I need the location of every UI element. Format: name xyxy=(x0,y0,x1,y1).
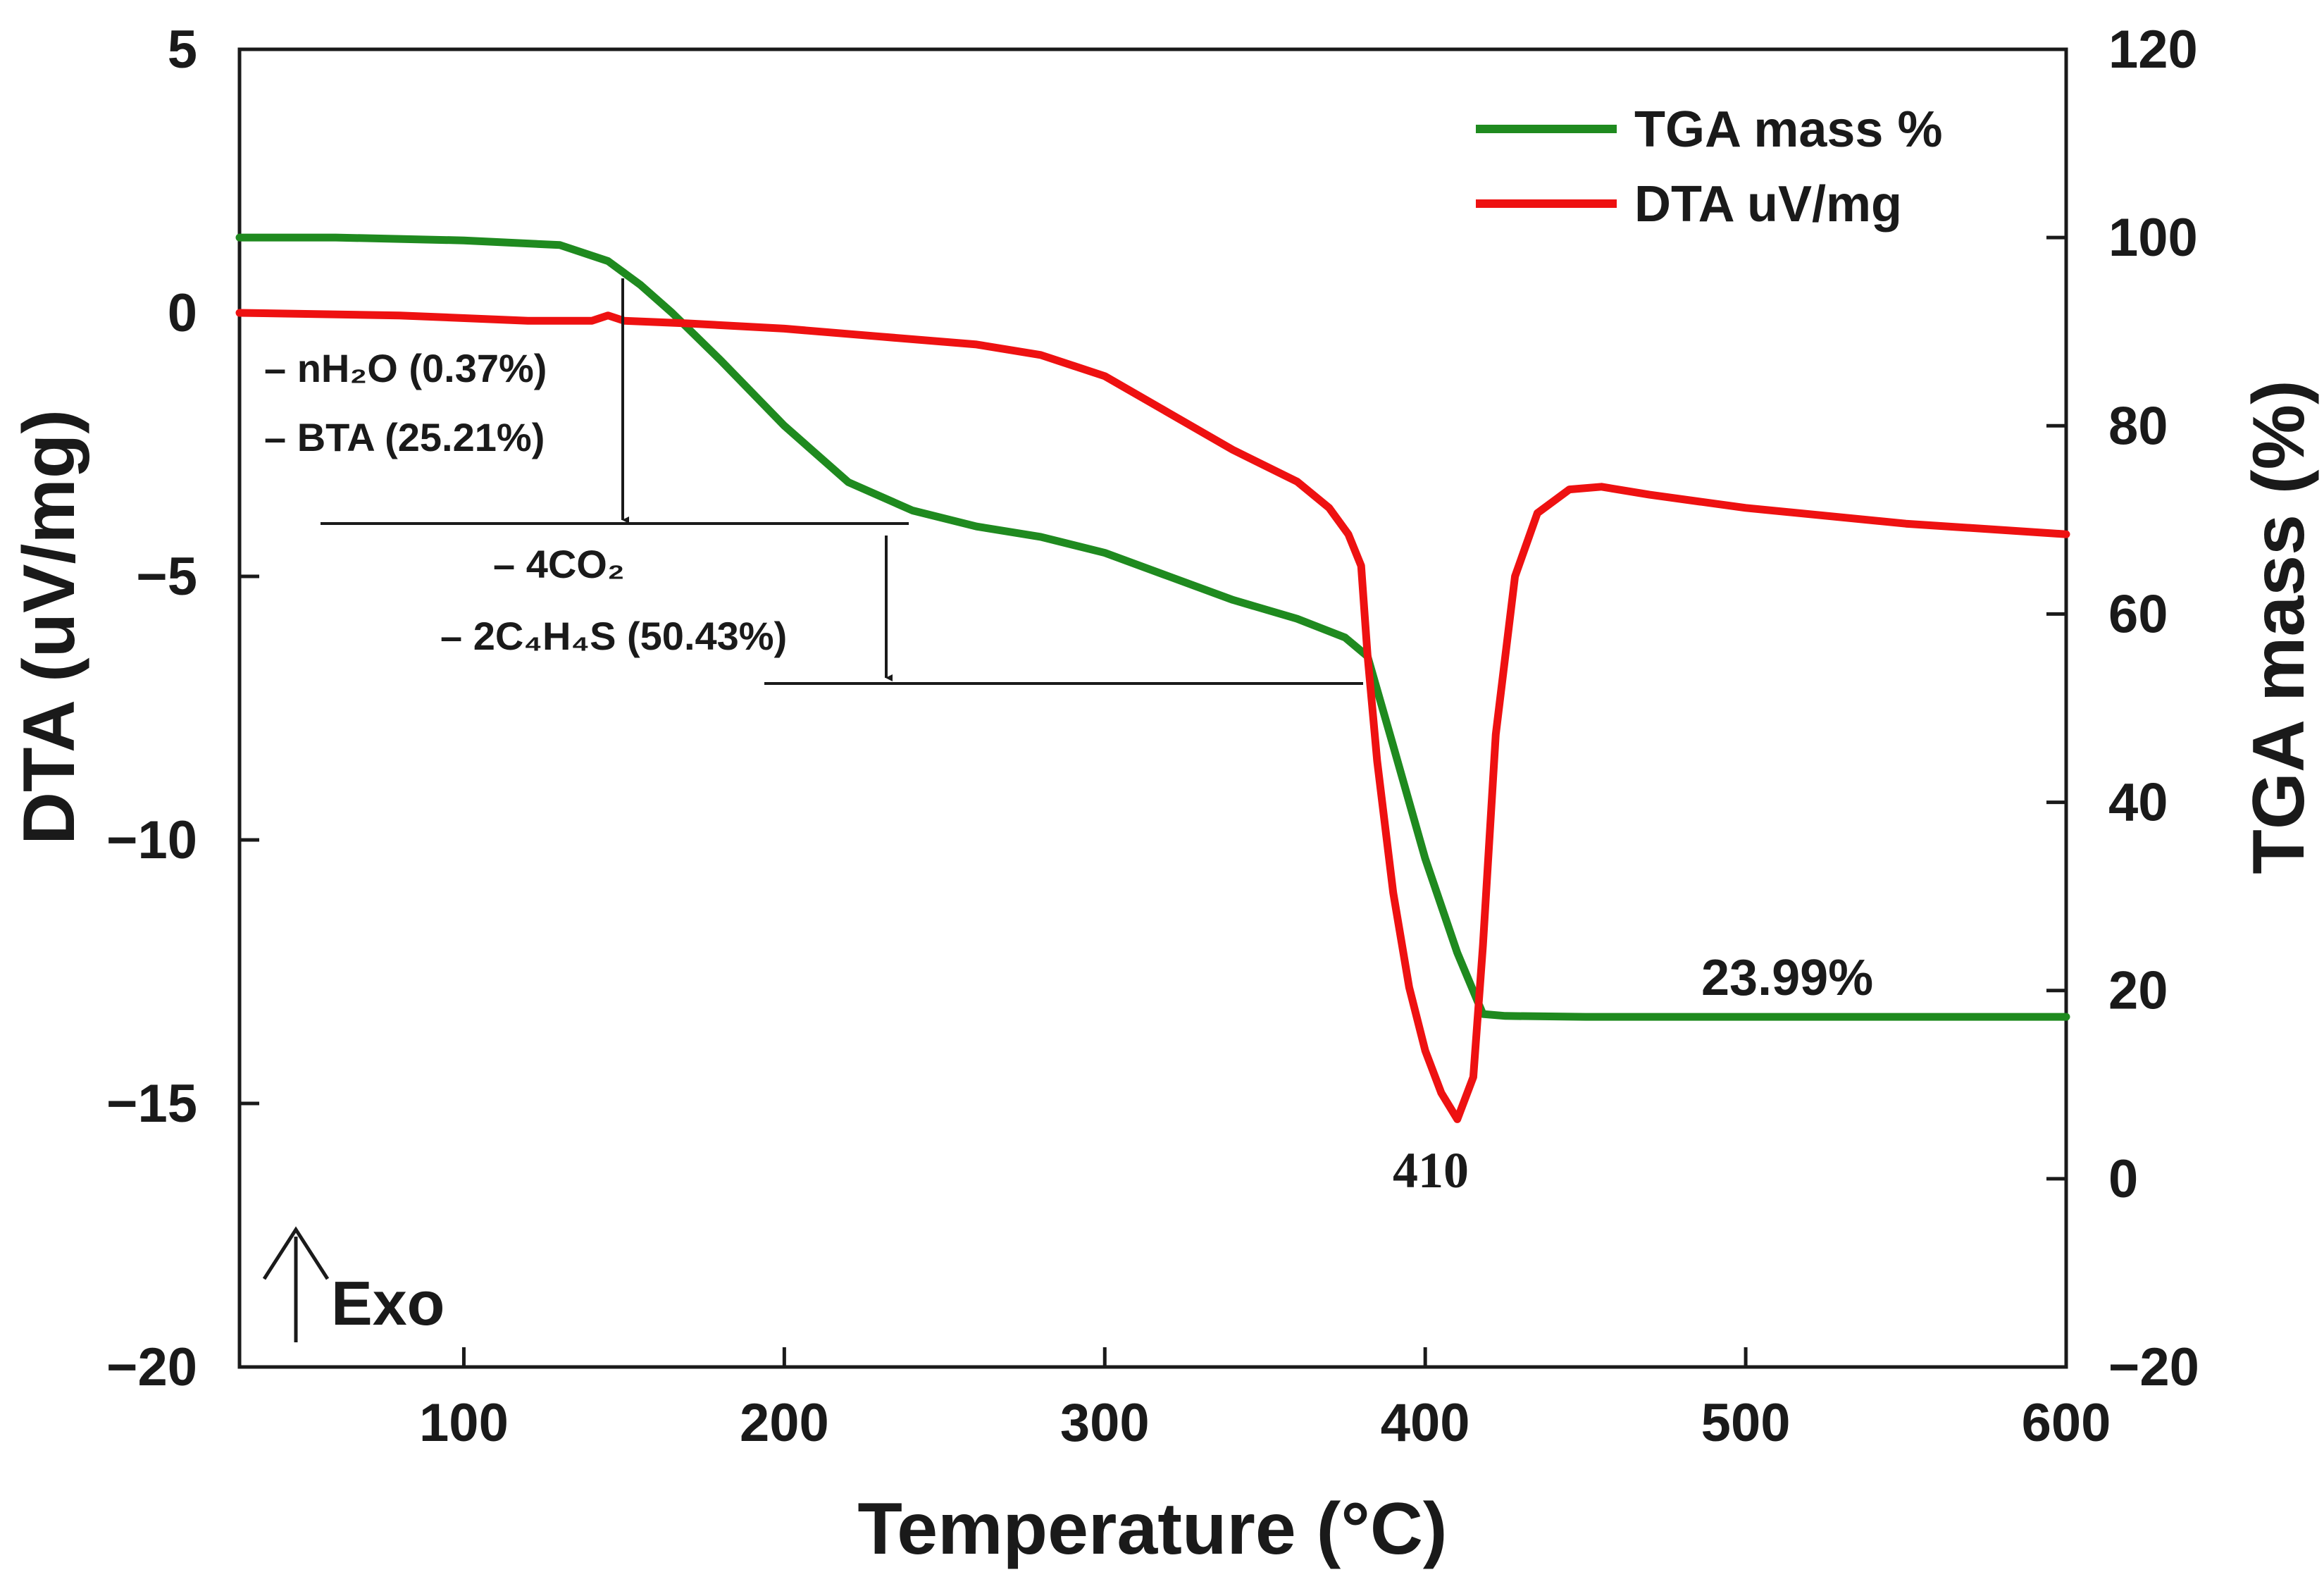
left-tick-label: −15 xyxy=(106,1074,197,1134)
left-tick-label: −20 xyxy=(106,1337,197,1397)
x-tick-label: 300 xyxy=(1060,1393,1150,1453)
x-tick-label: 500 xyxy=(1701,1393,1791,1453)
left-tick-label: 0 xyxy=(168,283,197,343)
right-axis-ticks: 120 100 80 60 40 20 0 −20 xyxy=(2046,20,2199,1397)
left-tick-label: 5 xyxy=(168,20,197,80)
right-tick-label: 60 xyxy=(2108,584,2168,644)
series-layer xyxy=(235,233,2070,1123)
right-tick-label: 120 xyxy=(2108,20,2198,80)
right-tick-label: 80 xyxy=(2108,396,2168,456)
tga-mass-line xyxy=(235,233,2070,1021)
step1-label-water: – nH₂O (0.37%) xyxy=(264,346,547,390)
left-tick-label: −10 xyxy=(106,810,197,870)
residue-label: 23.99% xyxy=(1701,950,1873,1006)
right-tick-label: 0 xyxy=(2108,1149,2138,1209)
exo-label: Exo xyxy=(331,1268,445,1338)
right-tick-label: −20 xyxy=(2108,1337,2199,1397)
x-axis-title: Temperature (°C) xyxy=(857,1488,1447,1570)
x-axis-ticks: 100 200 300 400 500 600 xyxy=(419,1347,2111,1453)
step2-label-co2: – 4CO₂ xyxy=(493,542,625,586)
right-tick-label: 100 xyxy=(2108,208,2198,268)
left-axis-ticks: 5 0 −5 −10 −15 −20 xyxy=(106,20,259,1397)
step1-label-bta: – BTA (25.21%) xyxy=(264,415,545,459)
legend: TGA mass % DTA uV/mg xyxy=(1476,101,1942,233)
plot-frame xyxy=(237,47,2068,1369)
legend-label-tga: TGA mass % xyxy=(1634,101,1942,158)
exo-arrowhead xyxy=(262,1226,330,1280)
peak-temperature-label: 410 xyxy=(1393,1142,1469,1199)
x-tick-label: 200 xyxy=(740,1393,829,1453)
step2-label-thiophene: – 2C₄H₄S (50.43%) xyxy=(440,614,787,658)
right-axis-title: TGA mass (%) xyxy=(2238,380,2320,874)
x-tick-label: 400 xyxy=(1381,1393,1470,1453)
dta-line xyxy=(235,309,2070,1123)
left-tick-label: −5 xyxy=(136,547,197,607)
legend-label-dta: DTA uV/mg xyxy=(1634,176,1902,233)
right-tick-label: 20 xyxy=(2108,961,2168,1021)
x-tick-label: 100 xyxy=(419,1393,509,1453)
right-tick-label: 40 xyxy=(2108,773,2168,833)
x-tick-label: 600 xyxy=(2022,1393,2111,1453)
left-axis-title: DTA (uV/mg) xyxy=(8,409,90,845)
